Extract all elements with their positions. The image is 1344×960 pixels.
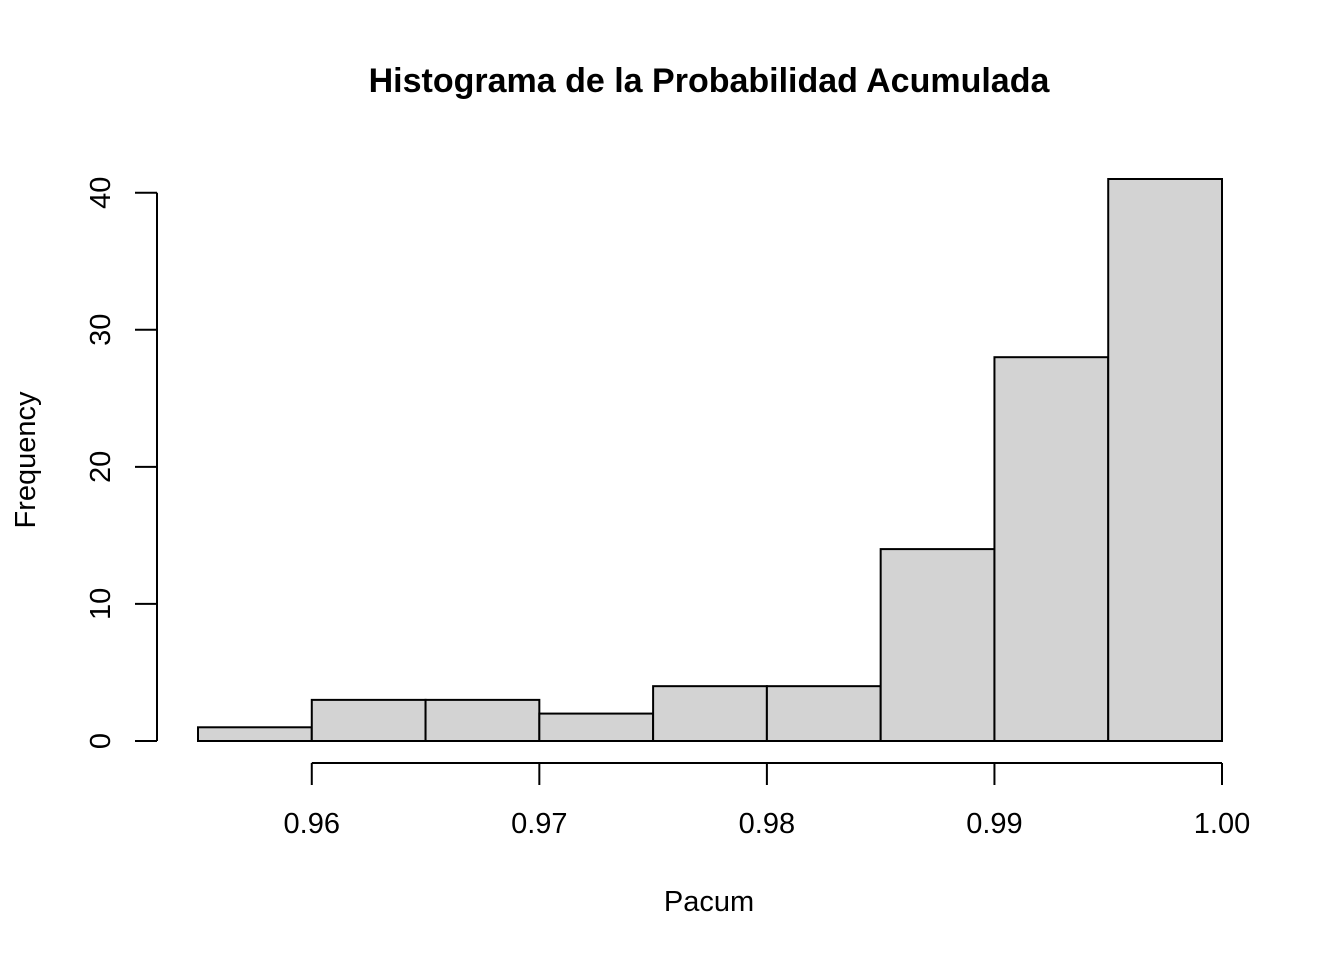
x-tick-label: 0.97	[511, 808, 567, 840]
x-axis: 0.96 0.97 0.98 0.99 1.00	[284, 762, 1250, 840]
histogram-bar-4	[538, 712, 655, 743]
histogram-bar-6	[765, 685, 882, 742]
histogram-bar-2	[310, 698, 427, 743]
x-tick-label: 0.99	[966, 808, 1022, 840]
y-tick-label: 10	[85, 588, 117, 620]
histogram-bar-1	[197, 726, 313, 742]
y-tick-label: 40	[85, 177, 117, 209]
y-axis-label: Frequency	[10, 391, 42, 529]
x-tick-label: 1.00	[1194, 808, 1250, 840]
x-axis-label: Pacum	[664, 886, 754, 918]
y-tick-label: 30	[85, 314, 117, 346]
x-tick-label: 0.98	[739, 808, 795, 840]
chart-title: Histograma de la Probabilidad Acumulada	[369, 62, 1051, 100]
histogram-bar-8	[993, 356, 1110, 742]
histogram-bar-7	[879, 548, 996, 742]
y-axis: 0 10 20 30 40	[85, 177, 158, 749]
histogram-bar-5	[652, 685, 768, 742]
histogram-bar-3	[424, 698, 541, 743]
y-tick-label: 0	[85, 733, 117, 749]
bars-group	[197, 178, 1223, 743]
histogram-bar-9	[1107, 178, 1223, 742]
x-tick-label: 0.96	[284, 808, 340, 840]
y-tick-label: 20	[85, 451, 117, 483]
